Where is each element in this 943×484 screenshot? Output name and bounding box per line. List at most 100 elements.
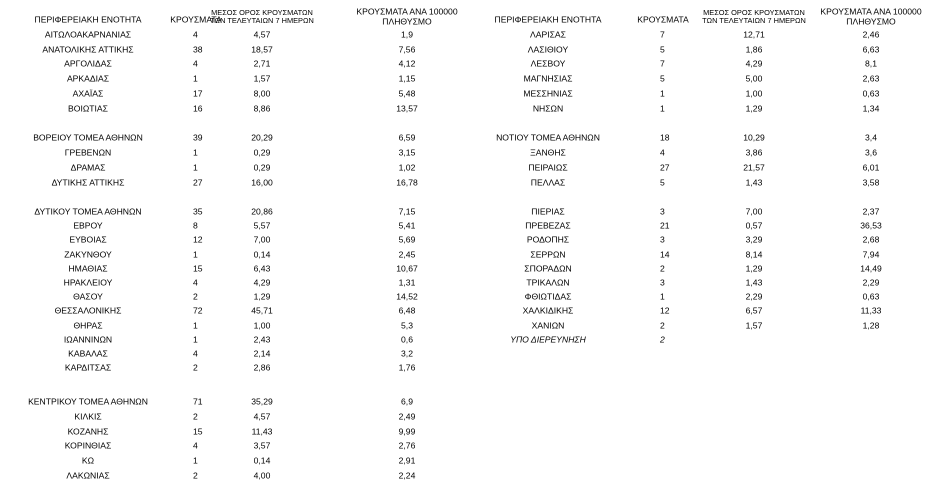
header-cases: ΚΡΟΥΣΜΑΤΑ bbox=[170, 14, 222, 25]
per100k: 16,78 bbox=[396, 177, 418, 188]
cases: 35 bbox=[193, 206, 203, 217]
cases: 1 bbox=[193, 320, 198, 331]
per100k: 2,46 bbox=[862, 29, 880, 40]
per100k: 0,63 bbox=[862, 291, 880, 302]
cases: 21 bbox=[660, 220, 670, 231]
region-name: ΕΒΡΟΥ bbox=[73, 220, 103, 231]
cases: 4 bbox=[193, 441, 198, 452]
header-per100k: ΠΛΗΘΥΣΜΟ bbox=[382, 16, 432, 27]
unassigned-label: ΥΠΟ ΔΙΕΡΕΥΝΗΣΗ bbox=[510, 334, 586, 345]
avg7: 2,43 bbox=[253, 334, 271, 345]
region-name: ΚΟΡΙΝΘΙΑΣ bbox=[64, 441, 112, 452]
region-name: ΑΧΑΪΑΣ bbox=[72, 88, 104, 99]
avg7: 2,14 bbox=[253, 348, 271, 359]
cases: 5 bbox=[660, 73, 665, 84]
per100k: 3,2 bbox=[401, 348, 413, 359]
cases: 18 bbox=[660, 132, 670, 143]
region-name: ΕΥΒΟΙΑΣ bbox=[69, 235, 107, 246]
per100k: 1,02 bbox=[398, 162, 416, 173]
region-name: ΛΑΚΩΝΙΑΣ bbox=[66, 470, 110, 481]
per100k: 6,48 bbox=[398, 306, 416, 317]
region-name: ΛΕΣΒΟΥ bbox=[530, 59, 566, 70]
cases: 4 bbox=[193, 59, 198, 70]
per100k: 1,31 bbox=[398, 277, 416, 288]
per100k: 7,94 bbox=[862, 249, 880, 260]
avg7: 45,71 bbox=[251, 306, 273, 317]
cases: 4 bbox=[660, 147, 665, 158]
per100k: 1,9 bbox=[401, 29, 413, 40]
cases: 2 bbox=[193, 362, 198, 373]
cases: 1 bbox=[193, 249, 198, 260]
per100k: 1,28 bbox=[862, 320, 880, 331]
per100k: 6,9 bbox=[401, 396, 413, 407]
avg7: 7,00 bbox=[745, 206, 763, 217]
header-avg7: ΜΕΣΟΣ ΟΡΟΣ ΚΡΟΥΣΜΑΤΩΝ bbox=[703, 7, 805, 17]
cases: 5 bbox=[660, 44, 665, 55]
cases: 1 bbox=[193, 334, 198, 345]
cases: 1 bbox=[193, 162, 198, 173]
cases: 1 bbox=[660, 103, 665, 114]
avg7: 20,86 bbox=[251, 206, 273, 217]
region-name: ΠΕΛΛΑΣ bbox=[530, 177, 566, 188]
region-name: ΚΩ bbox=[81, 455, 95, 466]
region-name: ΣΕΡΡΩΝ bbox=[530, 249, 566, 260]
avg7: 0,29 bbox=[253, 147, 271, 158]
per100k: 1,34 bbox=[862, 103, 880, 114]
region-name: ΦΘΙΩΤΙΔΑΣ bbox=[524, 291, 572, 302]
avg7: 1,00 bbox=[745, 88, 763, 99]
region-name: ΝΗΣΩΝ bbox=[532, 103, 564, 114]
cases: 72 bbox=[193, 306, 203, 317]
cases: 27 bbox=[193, 177, 203, 188]
avg7: 0,29 bbox=[253, 162, 271, 173]
cases: 2 bbox=[193, 411, 198, 422]
avg7: 16,00 bbox=[251, 177, 273, 188]
avg7: 7,00 bbox=[253, 235, 271, 246]
per100k: 3,58 bbox=[862, 177, 880, 188]
avg7: 35,29 bbox=[251, 396, 273, 407]
cases: 12 bbox=[193, 235, 203, 246]
avg7: 1,57 bbox=[253, 73, 271, 84]
per100k: 8,1 bbox=[865, 59, 877, 70]
cases: 7 bbox=[660, 59, 665, 70]
region-name: ΠΡΕΒΕΖΑΣ bbox=[525, 220, 571, 231]
cases: 2 bbox=[660, 320, 665, 331]
region-name: ΤΡΙΚΑΛΩΝ bbox=[526, 277, 570, 288]
per100k: 2,29 bbox=[862, 277, 880, 288]
avg7: 1,43 bbox=[745, 277, 763, 288]
region-name: ΧΑΛΚΙΔΙΚΗΣ bbox=[522, 306, 574, 317]
per100k: 7,56 bbox=[398, 44, 416, 55]
per100k: 3,15 bbox=[398, 147, 416, 158]
region-name: ΜΑΓΝΗΣΙΑΣ bbox=[523, 73, 573, 84]
per100k: 2,68 bbox=[862, 235, 880, 246]
avg7: 8,00 bbox=[253, 88, 271, 99]
header-region: ΠΕΡΙΦΕΡΕΙΑΚΗ ΕΝΟΤΗΤΑ bbox=[34, 14, 142, 25]
per100k: 13,57 bbox=[396, 103, 418, 114]
avg7: 1,57 bbox=[745, 320, 763, 331]
avg7: 18,57 bbox=[251, 44, 273, 55]
region-name: ΞΑΝΘΗΣ bbox=[530, 147, 566, 158]
cases: 4 bbox=[193, 277, 198, 288]
avg7: 3,57 bbox=[253, 441, 271, 452]
avg7: 4,29 bbox=[745, 59, 763, 70]
region-name: ΗΡΑΚΛΕΙΟΥ bbox=[63, 277, 113, 288]
per100k: 5,3 bbox=[401, 320, 413, 331]
avg7: 1,00 bbox=[253, 320, 271, 331]
cases: 4 bbox=[193, 29, 198, 40]
per100k: 6,01 bbox=[862, 162, 880, 173]
region-name: ΘΗΡΑΣ bbox=[73, 320, 103, 331]
region-name: ΡΟΔΟΠΗΣ bbox=[526, 235, 570, 246]
cases: 1 bbox=[193, 73, 198, 84]
avg7: 20,29 bbox=[251, 132, 273, 143]
avg7: 0,14 bbox=[253, 455, 271, 466]
cases: 38 bbox=[193, 44, 203, 55]
header-avg7: ΜΕΣΟΣ ΟΡΟΣ ΚΡΟΥΣΜΑΤΩΝ bbox=[211, 7, 313, 17]
avg7: 1,86 bbox=[745, 44, 763, 55]
cases: 1 bbox=[193, 147, 198, 158]
per100k: 10,67 bbox=[396, 263, 418, 274]
per100k: 1,76 bbox=[398, 362, 416, 373]
header-per100k: ΚΡΟΥΣΜΑΤΑ ΑΝΑ 100000 bbox=[820, 6, 922, 17]
per100k: 1,15 bbox=[398, 73, 416, 84]
avg7: 0,14 bbox=[253, 249, 271, 260]
per100k: 2,49 bbox=[398, 411, 416, 422]
cases: 1 bbox=[660, 88, 665, 99]
